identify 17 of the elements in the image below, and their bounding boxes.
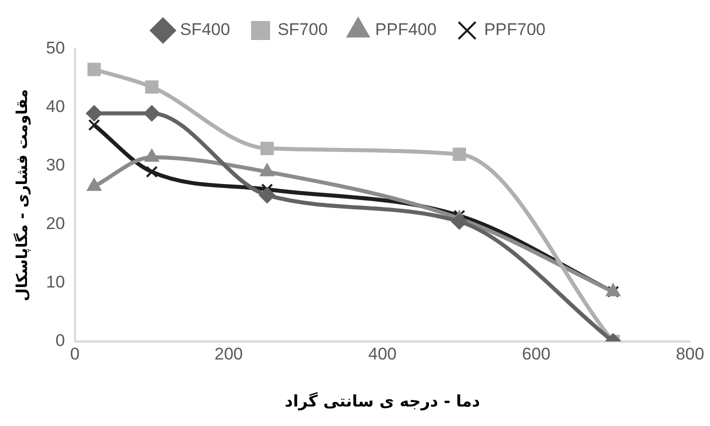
x-tick-label: 0 [70,344,80,364]
legend-label: SF700 [278,20,328,40]
x-tick-label: 800 [676,344,704,364]
y-tick-label: 40 [46,97,65,116]
y-tick-label: 30 [46,156,65,175]
y-tick-label: 20 [46,214,65,234]
y-tick-label: 50 [46,38,65,58]
legend-label: SF400 [180,20,230,40]
y-tick-label: 10 [46,272,65,292]
legend-label: PPF400 [375,20,437,40]
y-axis-title: مقاومت فشاری - مگاپاسکال [12,89,31,302]
x-tick-label: 400 [368,344,397,364]
x-tick-label: 200 [214,344,243,364]
y-tick-label: 0 [55,331,65,350]
x-tick-label: 600 [522,344,550,364]
x-axis-title: دما - درجه ی سانتی گراد [284,392,480,411]
legend-label: PPF700 [484,20,546,40]
